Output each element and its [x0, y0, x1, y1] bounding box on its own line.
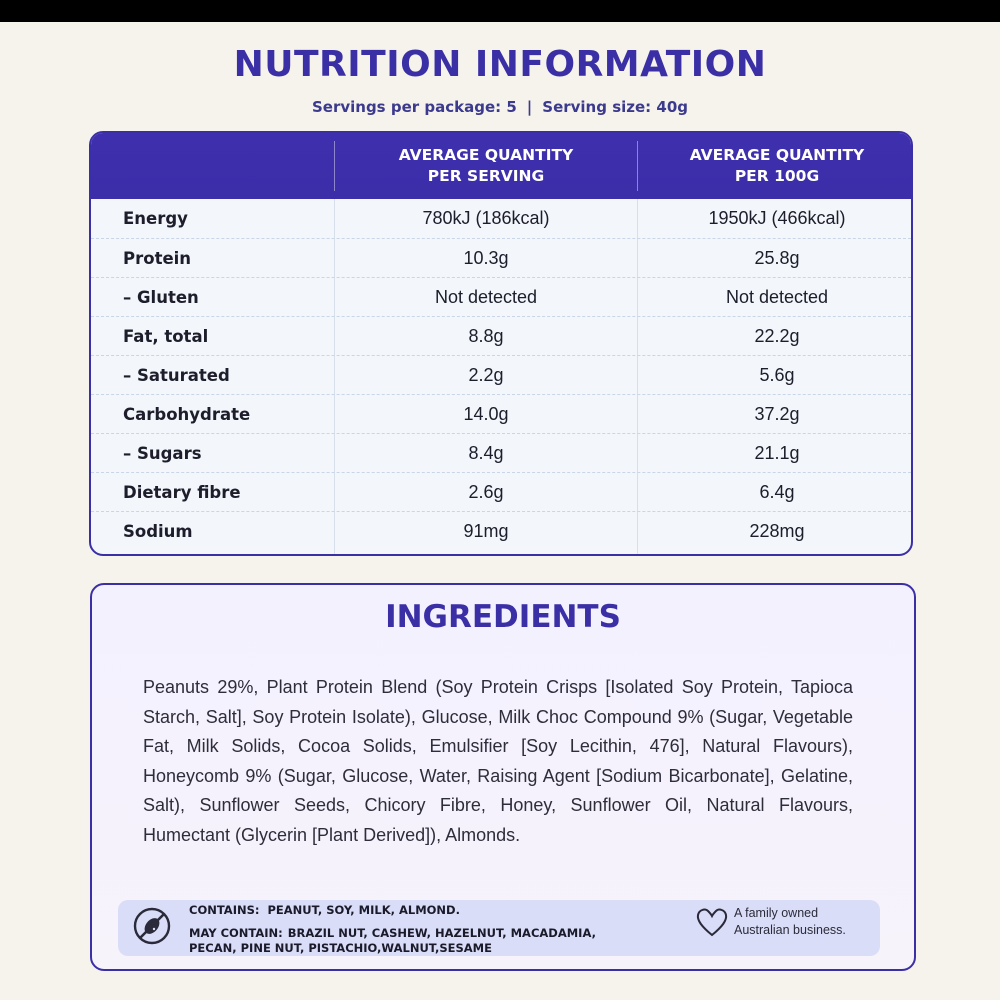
may-contain-label: MAY CONTAIN:: [189, 926, 283, 940]
table-row: – Saturated 2.2g 5.6g: [91, 355, 911, 394]
table-row: Dietary fibre 2.6g 6.4g: [91, 472, 911, 511]
serving-size: Serving size: 40g: [542, 98, 689, 116]
per-serving-value: 780kJ (186kcal): [422, 208, 550, 228]
per-serving-value: 10.3g: [463, 248, 509, 268]
separator: |: [526, 98, 533, 116]
table-row: Sodium 91mg 228mg: [91, 511, 911, 550]
row-label: – Saturated: [123, 366, 230, 385]
contains-label: CONTAINS:: [189, 903, 260, 917]
top-black-bar: [0, 0, 1000, 22]
per-serving-value: Not detected: [434, 287, 538, 307]
per-100g-value: 22.2g: [754, 326, 800, 346]
per-100g-value: 21.1g: [754, 443, 800, 463]
header-divider: [637, 141, 638, 191]
row-label: – Gluten: [123, 288, 199, 307]
row-label: Energy: [123, 209, 188, 228]
row-label: Fat, total: [123, 327, 209, 346]
serving-info: Servings per package: 5 | Serving size: 40…: [0, 98, 1000, 116]
per-100g-value: 5.6g: [759, 365, 795, 385]
may-contain-line: MAY CONTAIN: BRAZIL NUT, CASHEW, HAZELNUT…: [189, 926, 639, 956]
header-per-serving: AVERAGE QUANTITY PER SERVING: [398, 146, 574, 185]
per-100g-value: 25.8g: [754, 248, 800, 268]
row-label: Dietary fibre: [123, 483, 241, 502]
per-serving-value: 8.8g: [468, 326, 504, 346]
table-row: Protein 10.3g 25.8g: [91, 238, 911, 277]
table-row: Fat, total 8.8g 22.2g: [91, 316, 911, 355]
heart-icon: [696, 908, 728, 937]
page-title: NUTRITION INFORMATION: [233, 44, 767, 85]
nutrition-table-header: AVERAGE QUANTITY PER SERVING AVERAGE QUA…: [91, 133, 911, 199]
row-label: Sodium: [123, 522, 193, 541]
per-100g-value: 1950kJ (466kcal): [708, 208, 846, 228]
row-label: Carbohydrate: [123, 405, 251, 424]
per-serving-value: 14.0g: [463, 404, 509, 424]
row-label: Protein: [123, 249, 192, 268]
contains-value: PEANUT, SOY, MILK, ALMOND.: [267, 903, 460, 917]
header-divider: [334, 141, 335, 191]
may-contain-value: BRAZIL NUT, CASHEW, HAZELNUT, MACADAMIA,…: [189, 926, 596, 955]
header-per-100g: AVERAGE QUANTITY PER 100G: [689, 146, 865, 185]
table-row: – Sugars 8.4g 21.1g: [91, 433, 911, 472]
per-100g-value: Not detected: [725, 287, 829, 307]
column-divider: [637, 199, 638, 554]
per-serving-value: 2.2g: [468, 365, 504, 385]
per-100g-value: 37.2g: [754, 404, 800, 424]
family-business-text: A family owned Australian business.: [734, 906, 846, 937]
ingredients-title: INGREDIENTS: [385, 599, 621, 635]
table-row: Carbohydrate 14.0g 37.2g: [91, 394, 911, 433]
servings-per-package: Servings per package: 5: [311, 98, 517, 116]
per-serving-value: 8.4g: [468, 443, 504, 463]
table-row: Energy 780kJ (186kcal) 1950kJ (466kcal): [91, 199, 911, 238]
allergen-box: CONTAINS: PEANUT, SOY, MILK, ALMOND. MAY …: [118, 900, 880, 956]
column-divider: [334, 199, 335, 554]
per-100g-value: 6.4g: [759, 482, 795, 502]
contains-line: CONTAINS: PEANUT, SOY, MILK, ALMOND.: [189, 903, 460, 917]
ingredients-panel: INGREDIENTS Peanuts 29%, Plant Protein B…: [90, 583, 916, 971]
table-row: – Gluten Not detected Not detected: [91, 277, 911, 316]
ingredients-text: Peanuts 29%, Plant Protein Blend (Soy Pr…: [143, 677, 853, 845]
nutrition-table: AVERAGE QUANTITY PER SERVING AVERAGE QUA…: [89, 131, 913, 556]
per-100g-value: 228mg: [749, 521, 805, 541]
per-serving-value: 91mg: [463, 521, 509, 541]
row-label: – Sugars: [123, 444, 202, 463]
per-serving-value: 2.6g: [468, 482, 504, 502]
no-nuts-icon: [133, 907, 171, 945]
